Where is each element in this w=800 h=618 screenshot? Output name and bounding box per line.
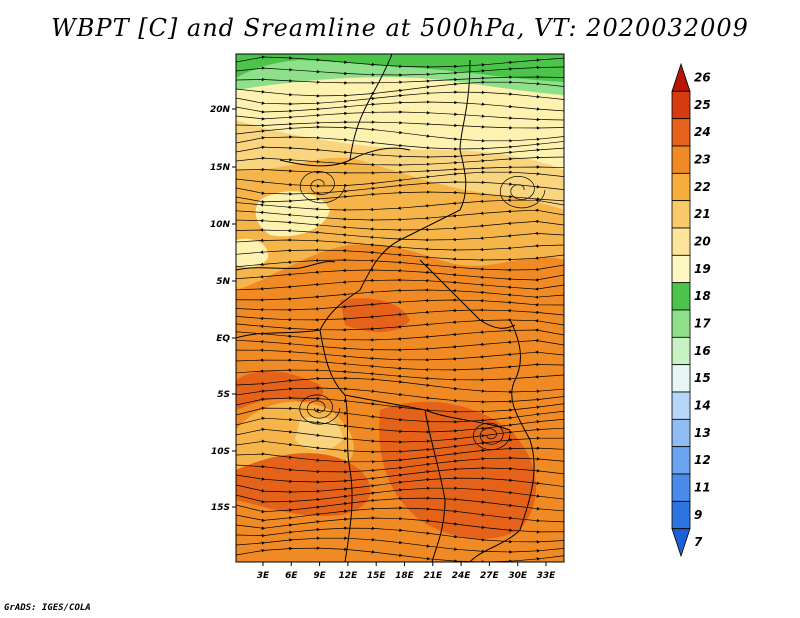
colorbar-swatch — [671, 145, 691, 174]
colorbar-label: 22 — [694, 180, 711, 194]
colorbar-swatch — [671, 336, 691, 366]
streamline — [236, 65, 564, 77]
chart-title: WBPT [C] and Sreamline at 500hPa, VT: 20… — [51, 14, 749, 42]
colorbar-label: 25 — [694, 98, 711, 112]
colorbar-label: 18 — [694, 289, 711, 303]
colorbar-swatch — [671, 118, 691, 147]
streamline — [236, 238, 564, 252]
colorbar-swatch — [671, 309, 691, 338]
colorbar-label: 23 — [694, 153, 711, 167]
colorbar-swatch — [671, 500, 691, 530]
lat-tick-label: 20N — [210, 105, 231, 115]
lon-tick-label: 18E — [395, 571, 415, 581]
lat-tick-label: 10N — [210, 220, 231, 230]
streamlines — [236, 55, 564, 562]
colorbar-swatch — [671, 528, 691, 558]
colorbar-label: 19 — [694, 262, 711, 276]
colorbar-swatch — [671, 446, 691, 475]
colorbar-swatch — [671, 227, 691, 256]
lon-tick-label: 12E — [339, 571, 359, 581]
colorbar-label: 15 — [694, 371, 711, 385]
colorbar-label: 26 — [694, 71, 711, 85]
lon-tick-label: 6E — [285, 571, 298, 581]
colorbar-swatch — [671, 473, 691, 502]
colorbar-label: 13 — [694, 426, 711, 440]
colorbar-label: 7 — [694, 535, 703, 549]
streamline — [236, 198, 564, 212]
colorbar-label: 20 — [694, 235, 711, 249]
lon-tick-label: 15E — [367, 571, 387, 581]
colorbar-swatch — [671, 200, 691, 229]
colorbar-label: 14 — [694, 399, 711, 413]
lon-tick-label: 27E — [480, 571, 500, 581]
lat-tick-label: 5S — [217, 390, 230, 400]
colorbar-label: 21 — [694, 207, 711, 221]
colorbar-swatch — [671, 62, 691, 92]
colorbar: 26 25 24 23 22 21 20 19 18 17 16 15 14 13 12 11 9 7 — [671, 62, 711, 558]
temperature-field — [236, 54, 564, 562]
colorbar-label: 9 — [694, 508, 702, 522]
lat-tick-label: EQ — [216, 334, 230, 344]
vortex-streamline — [499, 175, 546, 209]
streamline — [236, 155, 564, 167]
lon-tick-label: 3E — [257, 571, 270, 581]
lon-tick-label: 21E — [423, 571, 443, 581]
vortex-streamline — [473, 422, 511, 450]
lat-tick-label: 10S — [211, 447, 230, 457]
streamline — [236, 110, 564, 122]
footer-credit: GrADS: IGES/COLA — [4, 603, 91, 613]
colorbar-label: 24 — [694, 125, 711, 139]
colorbar-label: 12 — [694, 453, 711, 467]
lat-tick-label: 15S — [211, 503, 230, 513]
lon-tick-label: 33E — [537, 571, 557, 581]
colorbar-label: 16 — [694, 344, 711, 358]
colorbar-swatch — [671, 364, 691, 393]
map-frame — [235, 53, 565, 563]
colorbar-label: 11 — [694, 481, 711, 495]
lon-tick-label: 24E — [452, 571, 472, 581]
colorbar-swatch — [671, 418, 691, 448]
colorbar-swatch — [671, 254, 691, 284]
streamline — [236, 546, 564, 562]
colorbar-swatch — [671, 282, 691, 311]
vortex-streamline — [299, 170, 346, 204]
latitude-axis: 20N 15N 10N 5N EQ 5S 10S 15S — [210, 105, 236, 513]
lat-tick-label: 15N — [210, 163, 231, 173]
map-figure: 20N 15N 10N 5N EQ 5S 10S 15S 3E 6E 9E 12E 15E 18E 21E… — [210, 53, 711, 581]
country-borders — [236, 54, 535, 562]
streamline — [236, 278, 564, 291]
colorbar-swatch — [671, 90, 691, 120]
lon-tick-label: 9E — [313, 571, 326, 581]
lon-tick-label: 30E — [508, 571, 528, 581]
colorbar-swatch — [671, 391, 691, 420]
colorbar-swatch — [671, 172, 691, 202]
colorbar-label: 17 — [694, 317, 711, 331]
longitude-axis: 3E 6E 9E 12E 15E 18E 21E 24E 27E 30E 33E — [257, 562, 556, 581]
vortex-streamline — [299, 394, 341, 425]
lat-tick-label: 5N — [216, 277, 230, 287]
